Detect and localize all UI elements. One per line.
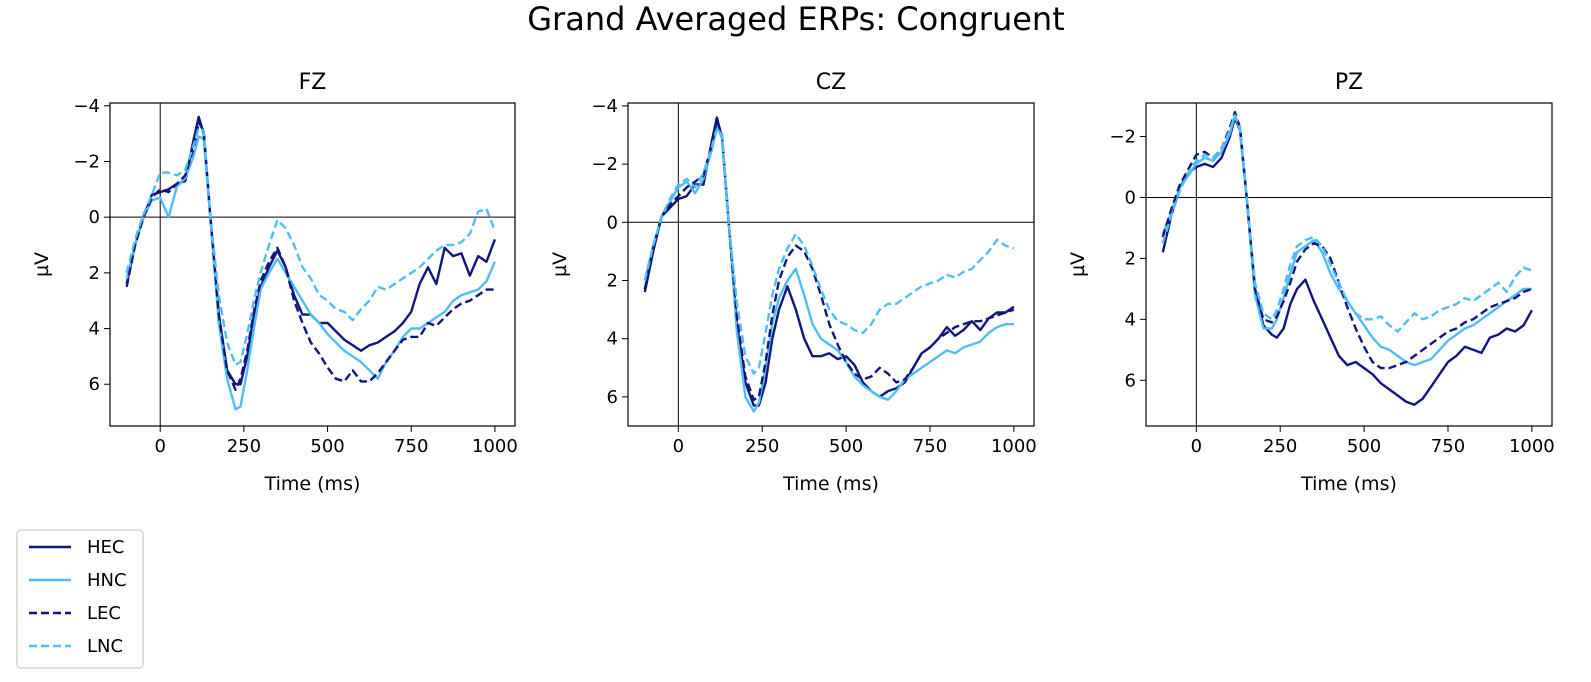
y-tick-label: −2 [1109,127,1136,148]
legend-label-lec: LEC [87,603,121,624]
series-line-lnc [1161,113,1533,333]
y-tick-label: −4 [591,96,618,117]
x-tick-label: 1000 [991,436,1037,457]
y-tick-label: 4 [1125,309,1136,330]
x-tick-label: 0 [154,436,165,457]
subplot-title: FZ [299,70,327,95]
y-tick-label: 2 [1125,248,1136,269]
x-tick-label: 1000 [472,436,518,457]
y-tick-label: 0 [1125,187,1136,208]
y-tick-label: 2 [607,271,618,292]
subplot-cz: 0 250 500 750 1000 −4 −2 0 2 4 6 CZ Time (ms) µV [549,70,1037,495]
subplot-title: CZ [816,70,846,95]
axes-frame [109,102,516,427]
axes-frame [627,102,1035,427]
series-group [125,115,497,411]
x-tick-label: 750 [394,436,428,457]
series-line-hnc [125,135,497,411]
x-tick-label: 0 [1191,436,1202,457]
y-tick-label: 4 [89,319,100,340]
series-line-lnc [643,127,1015,375]
y-tick-label: 0 [89,207,100,228]
y-tick-label: 2 [89,263,100,284]
legend-label-hec: HEC [87,537,124,558]
legend-frame [16,529,144,669]
x-axis-label: Time (ms) [264,473,361,495]
legend: HEC HNC LEC LNC [16,529,144,669]
series-group [643,116,1015,413]
series-line-hec [1161,116,1533,406]
y-axis-label: µV [1067,252,1089,277]
legend-label-hnc: HNC [87,570,127,591]
y-tick-label: 6 [607,387,618,408]
x-tick-label: 0 [673,436,684,457]
y-tick-label: −2 [73,151,100,172]
x-tick-label: 1000 [1509,436,1555,457]
x-tick-label: 750 [1431,436,1465,457]
x-tick-label: 750 [913,436,947,457]
legend-label-lnc: LNC [87,636,123,657]
x-tick-label: 250 [1263,436,1297,457]
subplot-fz: 0 250 500 750 1000 −4 −2 0 2 4 6 FZ Time (ms) µV [31,70,518,495]
x-tick-label: 250 [227,436,261,457]
figure-title: Grand Averaged ERPs: Congruent [527,0,1065,38]
x-tick-label: 250 [745,436,779,457]
y-tick-label: −2 [591,154,618,175]
y-tick-label: −4 [73,96,100,117]
y-axis-label: µV [31,252,53,277]
x-axis-label: Time (ms) [782,473,879,495]
y-tick-label: 6 [1125,370,1136,391]
y-axis-label: µV [549,252,571,277]
series-line-hnc [643,125,1014,413]
subplot-pz: 0 250 500 750 1000 −2 0 2 4 6 PZ Time (ms) µV [1067,70,1555,495]
x-tick-label: 500 [310,436,344,457]
series-group [1161,110,1533,406]
subplot-grid: 0 250 500 750 1000 −4 −2 0 2 4 6 FZ Time (ms) µV 0 250 5… [31,70,1555,495]
y-tick-label: 0 [607,212,618,233]
series-line-hnc [1161,113,1532,367]
axes-frame [1145,102,1553,427]
y-tick-label: 4 [607,329,618,350]
x-tick-label: 500 [829,436,863,457]
x-tick-label: 500 [1347,436,1381,457]
y-tick-label: 6 [89,374,100,395]
x-axis-label: Time (ms) [1300,473,1397,495]
subplot-title: PZ [1335,70,1363,95]
series-line-lnc [125,126,497,366]
